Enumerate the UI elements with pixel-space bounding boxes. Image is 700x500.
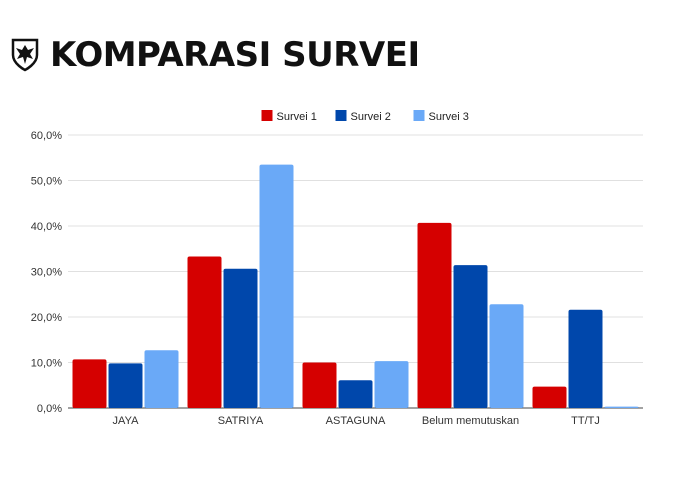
x-tick-label: ASTAGUNA <box>326 415 386 427</box>
legend-swatch <box>335 110 347 121</box>
bar <box>259 164 294 408</box>
bar <box>108 363 143 408</box>
y-tick-label: 0,0% <box>37 403 62 415</box>
bar <box>453 265 488 408</box>
y-tick-label: 40,0% <box>31 221 62 233</box>
y-tick-label: 10,0% <box>31 358 62 370</box>
bar <box>417 222 452 408</box>
x-tick-label: Belum memutuskan <box>422 415 519 427</box>
header: KOMPARASI SURVEI <box>10 30 420 80</box>
legend-label: Survei 1 <box>277 111 317 123</box>
legend-swatch <box>413 110 425 121</box>
y-tick-label: 50,0% <box>31 176 62 188</box>
y-tick-label: 60,0% <box>31 130 62 142</box>
y-axis: 0,0% 10,0% 20,0% 30,0% 40,0% 50,0% 60,0% <box>31 130 62 415</box>
bar <box>302 362 337 408</box>
x-tick-label: TT/TJ <box>571 415 600 427</box>
legend-label: Survei 3 <box>429 111 469 123</box>
x-tick-label: SATRIYA <box>218 415 264 427</box>
page-title: KOMPARASI SURVEI <box>50 35 420 75</box>
bar <box>72 359 107 408</box>
bar <box>568 309 603 408</box>
bar <box>338 380 373 408</box>
bar <box>489 304 524 408</box>
bar <box>374 361 409 408</box>
y-tick-label: 20,0% <box>31 312 62 324</box>
x-axis: JAYA SATRIYA ASTAGUNA Belum memutuskan TT/TJ <box>113 415 600 427</box>
bar <box>144 350 179 408</box>
chart-bars <box>72 164 639 408</box>
chart-legend: Survei 1 Survei 2 Survei 3 <box>261 110 469 123</box>
bar <box>223 268 258 408</box>
bar <box>187 256 222 408</box>
bar <box>604 406 639 408</box>
legend-label: Survei 2 <box>351 111 391 123</box>
x-tick-label: JAYA <box>113 415 140 427</box>
bar-chart: Survei 1 Survei 2 Survei 3 0,0% 10,0% 20,0% 3… <box>31 110 643 427</box>
bar <box>532 386 567 408</box>
y-tick-label: 30,0% <box>31 267 62 279</box>
legend-swatch <box>261 110 273 121</box>
eagle-shield-icon <box>11 38 39 72</box>
